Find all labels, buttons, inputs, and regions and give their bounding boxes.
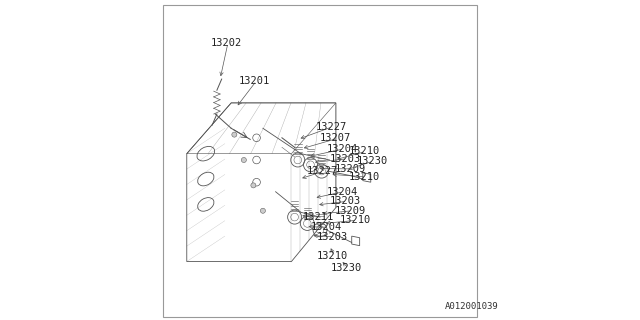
Circle shape (232, 132, 237, 137)
Text: 13210: 13210 (340, 215, 371, 225)
Text: 13203: 13203 (330, 154, 362, 164)
Text: 13230: 13230 (356, 156, 388, 166)
Text: A012001039: A012001039 (445, 302, 499, 311)
Text: 13209: 13209 (335, 206, 366, 216)
Text: 13203: 13203 (317, 232, 348, 242)
Circle shape (241, 157, 246, 163)
Circle shape (251, 183, 256, 188)
Text: 13209: 13209 (335, 164, 366, 174)
Text: 13201: 13201 (239, 76, 270, 86)
Text: 13204: 13204 (326, 187, 358, 197)
Text: 13207: 13207 (320, 133, 351, 143)
Text: 13227: 13227 (307, 166, 338, 176)
Text: 13204: 13204 (310, 222, 342, 232)
Text: 13210: 13210 (349, 147, 380, 156)
Text: 13202: 13202 (211, 38, 242, 48)
Text: 13227: 13227 (316, 122, 346, 132)
Text: 13210: 13210 (349, 172, 380, 182)
Circle shape (260, 208, 266, 213)
Text: 13203: 13203 (330, 196, 362, 206)
Text: 13210: 13210 (317, 251, 348, 261)
Text: 13204: 13204 (326, 144, 358, 154)
Text: 13230: 13230 (331, 263, 362, 274)
Text: 13211: 13211 (303, 212, 334, 222)
